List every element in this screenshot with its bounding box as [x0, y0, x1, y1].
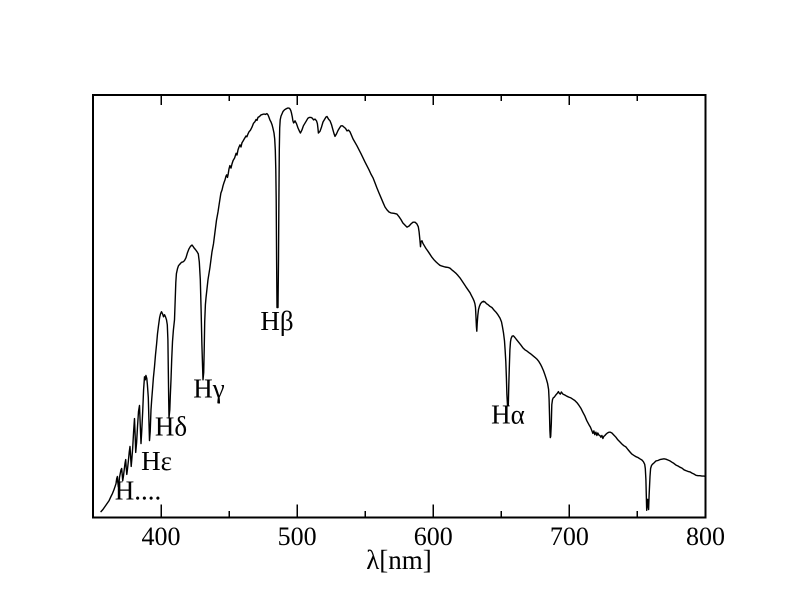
x-axis-title: λ[nm]	[366, 545, 432, 575]
spectral-line-label: H....	[115, 475, 162, 505]
plot-frame	[92, 94, 707, 519]
x-tick-label: 800	[686, 522, 725, 551]
spectral-line-label: Hβ	[260, 306, 293, 336]
curve-layer	[100, 107, 707, 513]
x-tick-label: 400	[142, 522, 181, 551]
spectral-line-label: Hγ	[193, 374, 224, 404]
axes-layer	[92, 94, 707, 519]
x-tick-label: 700	[550, 522, 589, 551]
spectral-line-label: Hδ	[155, 412, 187, 442]
x-tick-label: 600	[414, 522, 453, 551]
spectral-line-label: Hε	[141, 446, 172, 476]
spectral-line-label: Hα	[491, 400, 525, 430]
x-tick-label: 500	[278, 522, 317, 551]
spectrum-curve	[100, 107, 707, 513]
